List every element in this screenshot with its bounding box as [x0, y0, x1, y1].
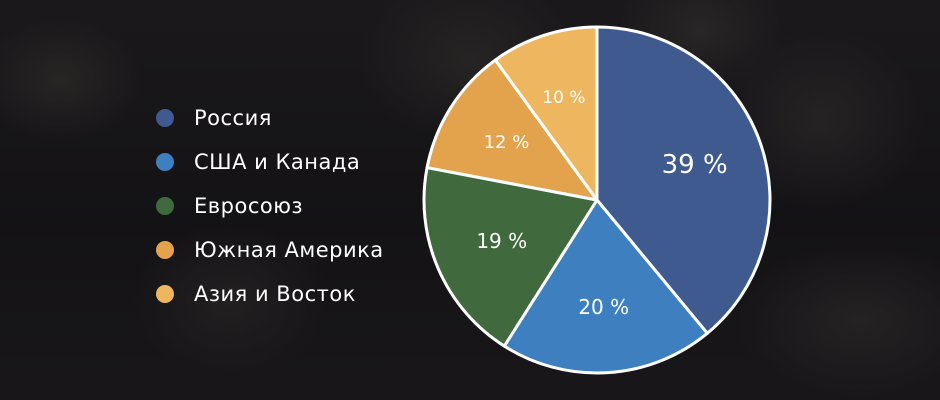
legend-item-south-america: Южная Америка — [156, 228, 384, 272]
slice-value-label: 19 % — [476, 229, 527, 253]
legend-label: Россия — [194, 106, 272, 130]
legend-marker — [156, 241, 174, 259]
slice-value-label: 39 % — [662, 150, 728, 180]
legend-marker — [156, 285, 174, 303]
legend-marker — [156, 153, 174, 171]
pie-slice-usa-canada — [502, 198, 709, 375]
legend-marker — [156, 109, 174, 127]
pie-slice-asia-east — [493, 25, 599, 202]
legend-item-usa-canada: США и Канада — [156, 140, 384, 184]
pie-slice-south-america — [425, 58, 599, 202]
pie-slice-russia — [595, 25, 772, 335]
legend-marker — [156, 197, 174, 215]
legend-item-eu: Евросоюз — [156, 184, 384, 228]
legend-label: Азия и Восток — [194, 282, 356, 306]
slice-value-label: 10 % — [542, 88, 585, 108]
legend-label: Евросоюз — [194, 194, 304, 218]
slice-value-label: 20 % — [578, 295, 629, 319]
legend-label: Южная Америка — [194, 238, 384, 262]
pie-slice-eu — [422, 166, 599, 348]
slice-value-label: 12 % — [484, 132, 530, 153]
legend-item-russia: Россия — [156, 96, 384, 140]
legend-item-asia-east: Азия и Восток — [156, 272, 384, 316]
chart-legend: Россия США и Канада Евросоюз Южная Амери… — [156, 96, 384, 316]
legend-label: США и Канада — [194, 150, 361, 174]
